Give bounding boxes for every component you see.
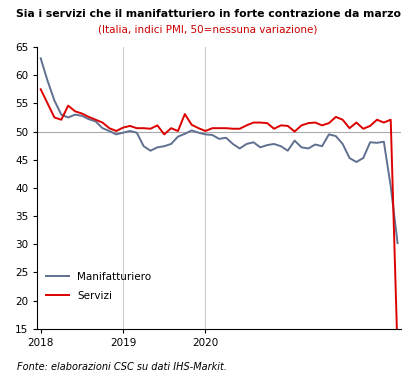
Servizi xyxy=(313,120,318,125)
Manifatturiero xyxy=(244,142,249,146)
Servizi xyxy=(354,120,359,125)
Line: Manifatturiero: Manifatturiero xyxy=(41,58,398,243)
Manifatturiero xyxy=(354,160,359,164)
Servizi xyxy=(244,123,249,128)
Servizi xyxy=(251,120,256,125)
Manifatturiero xyxy=(265,143,270,147)
Servizi xyxy=(265,121,270,125)
Servizi xyxy=(38,87,43,92)
Legend: Manifatturiero, Servizi: Manifatturiero, Servizi xyxy=(46,272,151,301)
Manifatturiero xyxy=(134,131,139,135)
Text: Sia i servizi che il manifatturiero in forte contrazione da marzo: Sia i servizi che il manifatturiero in f… xyxy=(15,9,401,19)
Text: (Italia, indici PMI, 50=nessuna variazione): (Italia, indici PMI, 50=nessuna variazio… xyxy=(98,24,318,34)
Manifatturiero xyxy=(251,140,256,144)
Manifatturiero xyxy=(38,56,43,61)
Servizi xyxy=(134,126,139,131)
Servizi xyxy=(395,351,400,355)
Line: Servizi: Servizi xyxy=(41,89,398,353)
Manifatturiero xyxy=(313,142,318,147)
Manifatturiero xyxy=(395,241,400,245)
Text: Fonte: elaborazioni CSC su dati IHS-Markit.: Fonte: elaborazioni CSC su dati IHS-Mark… xyxy=(17,362,227,372)
